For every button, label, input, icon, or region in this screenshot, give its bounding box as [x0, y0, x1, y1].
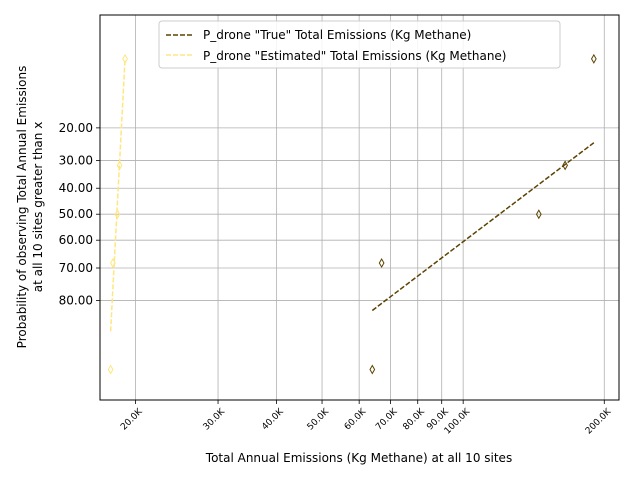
y-tick-label: 40.00 — [59, 181, 93, 195]
fit-line-series-0 — [371, 142, 595, 312]
y-tick-label: 60.00 — [59, 233, 93, 247]
data-point-series-0 — [535, 209, 542, 220]
data-point-series-1 — [107, 364, 114, 375]
y-tick-label: 70.00 — [59, 261, 93, 275]
fit-lines — [109, 58, 595, 332]
x-tick-label: 50.0K — [306, 406, 332, 432]
legend-label-estimated: P_drone "Estimated" Total Emissions (Kg … — [203, 49, 507, 63]
x-tick-label: 40.0K — [260, 406, 286, 432]
data-point-series-1 — [122, 53, 128, 64]
data-markers — [107, 53, 597, 375]
legend-label-true: P_drone "True" Total Emissions (Kg Metha… — [203, 28, 471, 42]
data-point-series-1 — [114, 209, 121, 220]
legend: P_drone "True" Total Emissions (Kg Metha… — [158, 20, 561, 69]
x-axis-ticks: 20.0K 30.0K 40.0K 50.0K 60.0K 70.0K 80.0K90.0K… — [119, 400, 614, 436]
x-tick-label: 20.0K — [119, 406, 145, 432]
data-point-series-0 — [378, 258, 385, 269]
y-tick-label: 80.00 — [59, 294, 93, 308]
x-tick-label: 80.0K — [401, 406, 427, 432]
x-tick-label: 200.0K — [584, 406, 614, 436]
y-tick-label: 20.00 — [59, 121, 93, 135]
data-point-series-0 — [369, 364, 376, 375]
y-axis-ticks: 20.00 30.00 40.00 50.00 60.00 70.00 80.00 — [59, 121, 100, 308]
y-axis-label-line-2: at all 10 sites greater than x — [31, 122, 45, 293]
y-axis-label-line-1: Probability of observing Total Annual Em… — [15, 66, 29, 349]
x-tick-label: 30.0K — [202, 406, 228, 432]
x-tick-label: 70.0K — [374, 406, 400, 432]
data-point-series-0 — [562, 160, 568, 171]
y-tick-label: 50.00 — [59, 207, 93, 221]
x-axis-label: Total Annual Emissions (Kg Methane) at a… — [205, 451, 512, 465]
data-point-series-1 — [116, 160, 123, 171]
legend-box — [158, 20, 561, 69]
data-point-series-0 — [590, 53, 597, 64]
y-tick-label: 30.00 — [59, 153, 93, 167]
grid-lines — [100, 15, 619, 400]
fit-line-series-1 — [109, 58, 126, 332]
x-tick-label: 60.0K — [343, 406, 369, 432]
data-point-series-1 — [110, 258, 116, 269]
